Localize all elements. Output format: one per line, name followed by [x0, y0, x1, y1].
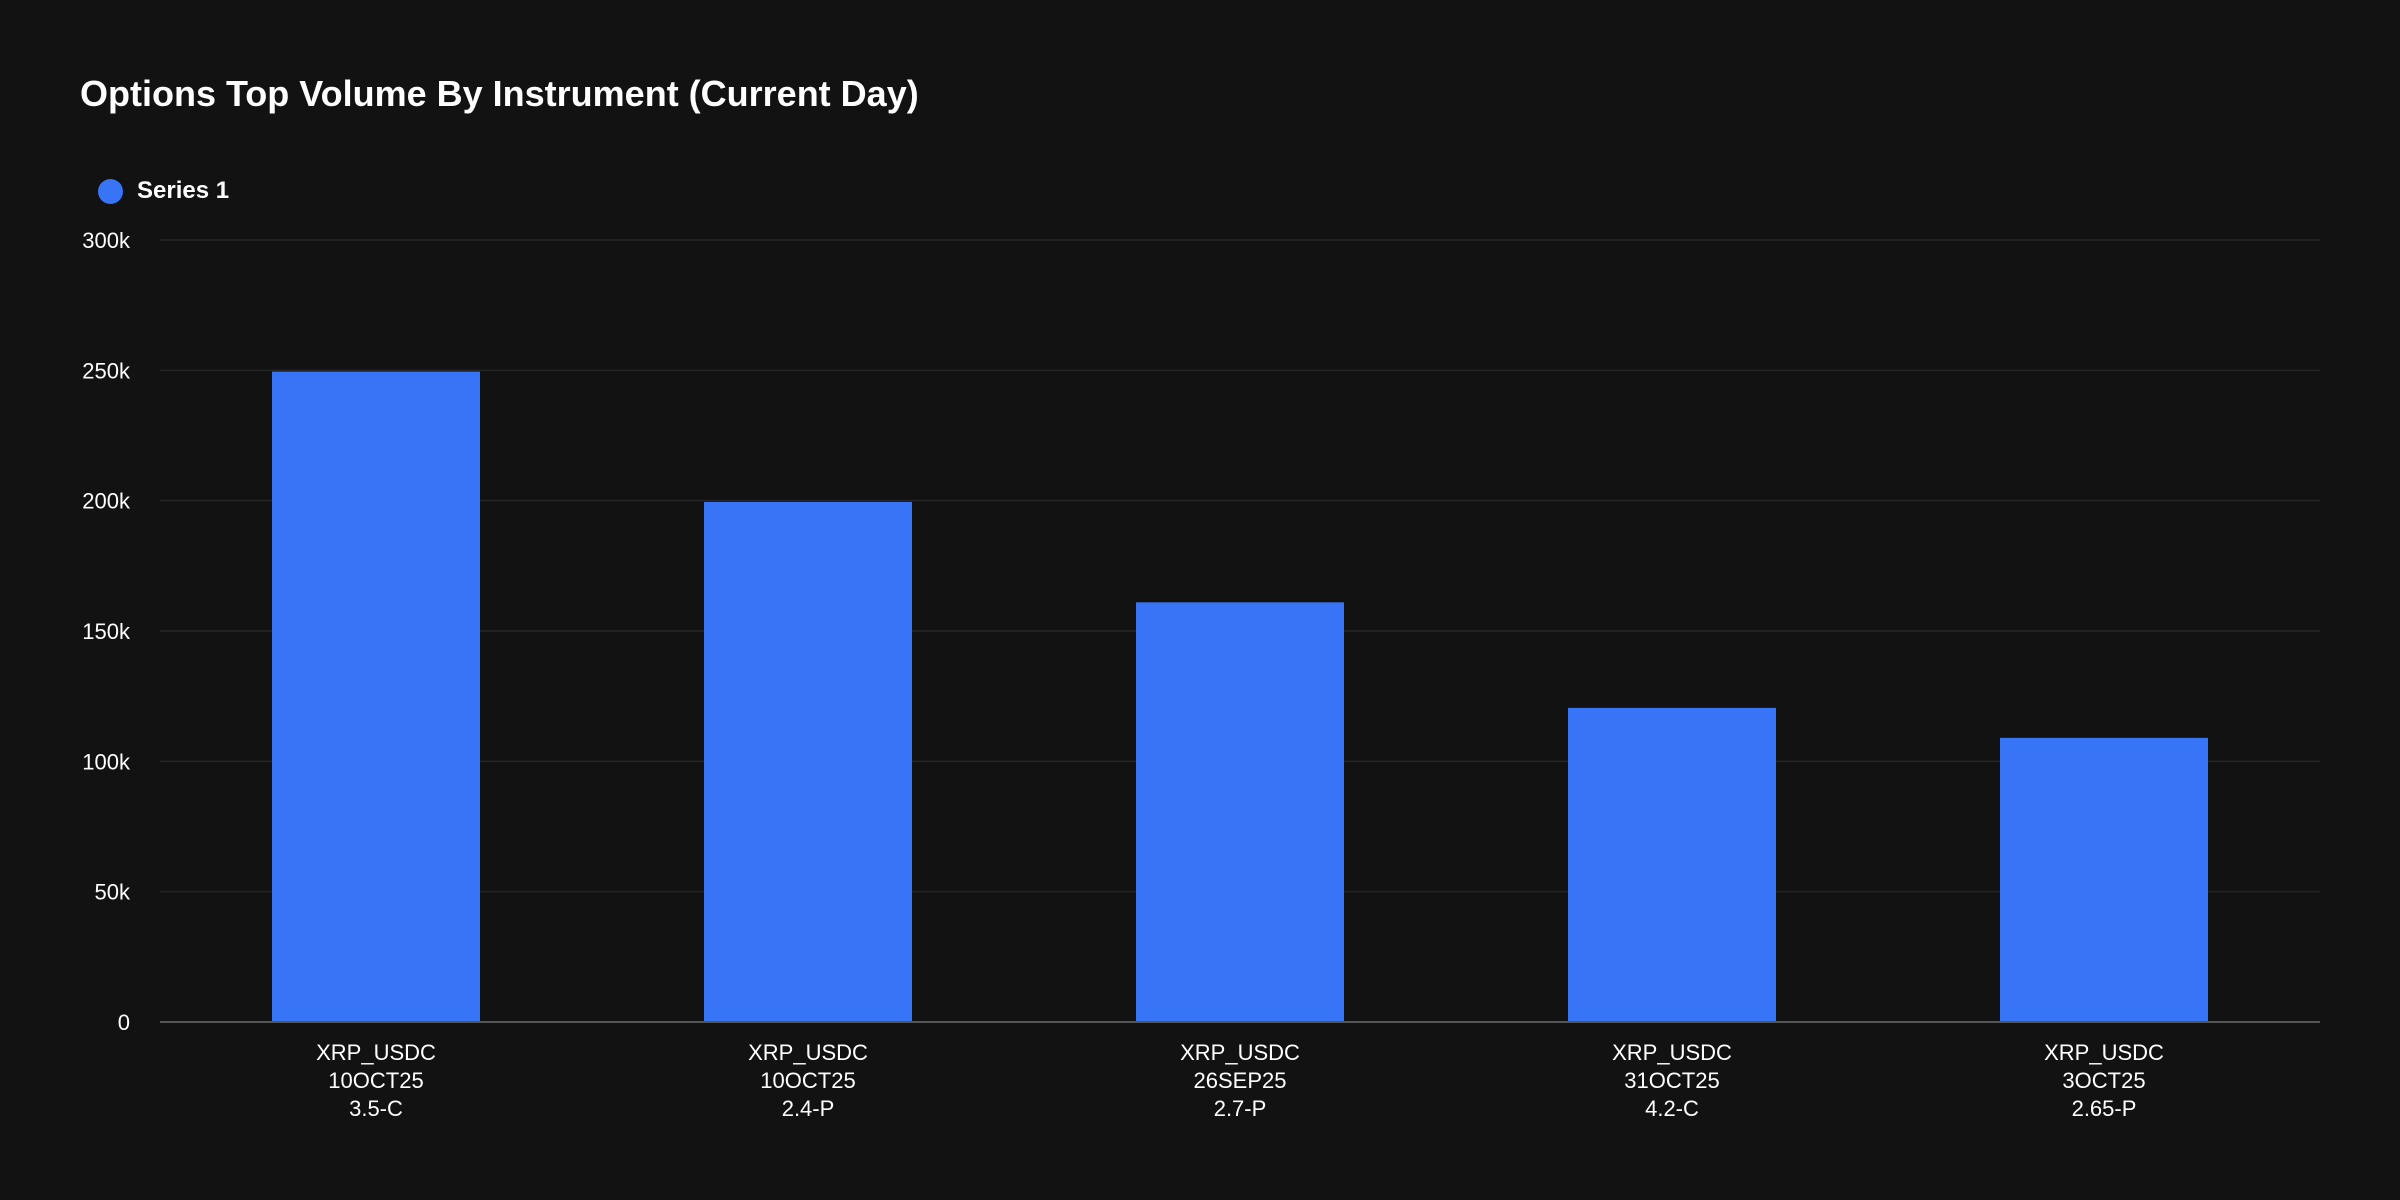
x-tick-label: XRP_USDC 10OCT25 3.5-C	[316, 1040, 436, 1121]
bar[interactable]	[704, 501, 912, 1023]
y-tick-label: 300k	[82, 228, 131, 253]
legend-swatch-series-1	[98, 178, 123, 204]
bar[interactable]	[1568, 707, 1776, 1022]
y-tick-label: 150k	[82, 619, 131, 644]
x-tick-label: XRP_USDC 3OCT25 2.65-P	[2044, 1040, 2164, 1121]
y-axis-ticks: 0 50k 100k 150k 200k 250k 300k	[82, 228, 131, 1035]
y-tick-label: 100k	[82, 749, 131, 774]
bar[interactable]	[1136, 602, 1344, 1022]
bars	[272, 371, 2208, 1023]
x-tick-label: XRP_USDC 31OCT25 4.2-C	[1612, 1040, 1732, 1121]
legend-label-series-1: Series 1	[137, 177, 230, 204]
bar[interactable]	[2000, 737, 2208, 1022]
bar[interactable]	[272, 371, 480, 1022]
y-tick-label: 50k	[95, 880, 131, 905]
x-tick-label: XRP_USDC 26SEP25 2.7-P	[1180, 1040, 1300, 1121]
legend[interactable]: Series 1	[98, 174, 229, 208]
y-tick-label: 200k	[82, 489, 131, 514]
x-tick-label: XRP_USDC 10OCT25 2.4-P	[748, 1040, 868, 1121]
y-tick-label: 250k	[82, 358, 131, 383]
x-axis-ticks: XRP_USDC 10OCT25 3.5-C XRP_USDC 10OCT25 2.4-P…	[316, 1040, 2164, 1121]
chart-title: Options Top Volume By Instrument (Curren…	[80, 73, 919, 114]
y-tick-label: 0	[118, 1010, 130, 1035]
